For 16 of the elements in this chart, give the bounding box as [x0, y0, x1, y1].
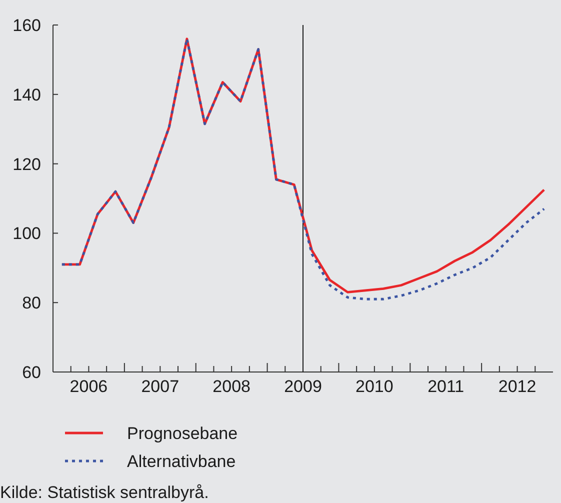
text: Kilde: Statistisk sentralbyrå.	[0, 482, 209, 502]
y-tick-label: 60	[22, 362, 41, 382]
x-tick-label: 2010	[356, 377, 394, 396]
x-tick-label: 2012	[498, 377, 536, 396]
x-tick-label: 2011	[428, 377, 464, 396]
y-tick-label: 120	[12, 154, 41, 174]
x-tick-label: 2009	[284, 377, 322, 396]
legend-label: Prognosebane	[127, 424, 238, 443]
legend-label: Alternativbane	[127, 452, 236, 471]
x-tick-label: 2008	[212, 377, 250, 396]
x-tick-label: 2006	[70, 377, 108, 396]
x-tick-label: 2007	[141, 377, 180, 396]
y-tick-label: 140	[12, 85, 41, 104]
y-tick-label: 80	[22, 294, 41, 313]
y-tick-label: 100	[12, 224, 41, 244]
y-tick-label: 160	[12, 16, 41, 35]
